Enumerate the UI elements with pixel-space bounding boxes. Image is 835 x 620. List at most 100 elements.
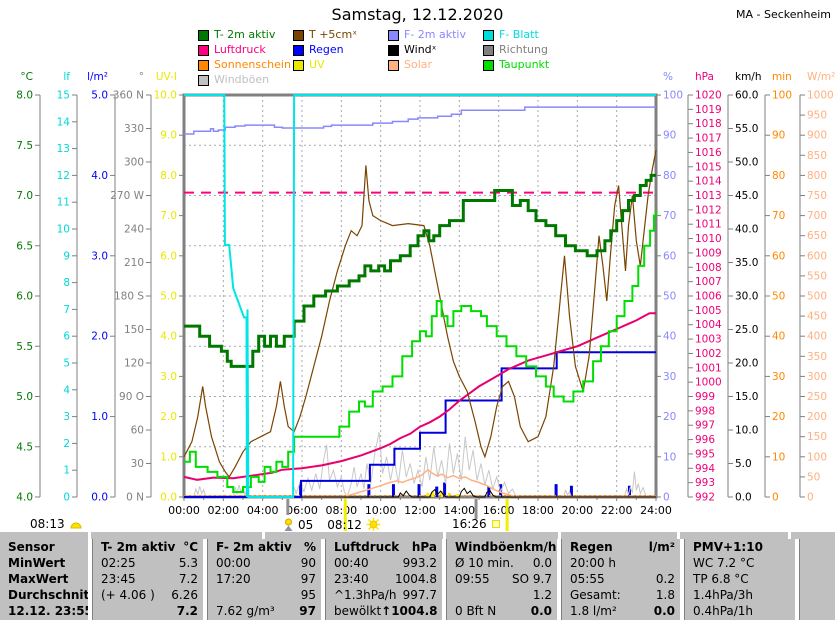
table-cell: 0.0 (530, 604, 552, 618)
table-row: 00:40 993.2 (326, 555, 442, 571)
axis-tick-label: 20 (663, 411, 676, 423)
legend-swatch-icon (483, 44, 494, 56)
table-row: 7.62 g/m³ 97 (208, 603, 321, 619)
table-cell: 00:00 (216, 556, 251, 570)
table-cell: 0.2 (655, 572, 675, 586)
axis-tick-label: 1014 (695, 176, 722, 188)
axis-tick-label: 60 (131, 425, 144, 437)
table-row: 02:25 5.3 (93, 555, 203, 571)
sunrise-time: 08:12 (327, 517, 362, 532)
legend-item-label: Regen (309, 43, 344, 56)
axis-tick-label: 450 (807, 311, 827, 323)
axis-tick-label: 50 (663, 291, 676, 303)
axis-tick-label: 1012 (695, 204, 722, 216)
legend-item-label: F- Blatt (499, 28, 539, 41)
table-cell: 5.3 (178, 556, 198, 570)
axis-unit-label: ° (139, 71, 144, 83)
legend-swatch-icon (388, 29, 399, 41)
axis-tick-label: 800 (807, 170, 827, 182)
table-cell: SO 9.7 (512, 572, 552, 586)
axis-tick-label: 150 (124, 324, 144, 336)
axis-tick-label: 400 (807, 331, 827, 343)
axis-tick-label: 90 O (119, 391, 144, 403)
table-row: 09:55 SO 9.7 (447, 571, 557, 587)
axis-tick-label: 950 (807, 110, 827, 122)
axis-tick-label: 6.0 (160, 250, 177, 262)
table-row: 7.2 (93, 603, 203, 619)
legend-item: Richtung (483, 44, 548, 56)
axis-tick-label: 1016 (695, 147, 722, 159)
axis-unit-label: hPa (695, 71, 714, 83)
table-cell: 90 (300, 556, 316, 570)
axis-tick-label: 0.0 (91, 492, 108, 504)
table-row: Ø 10 min. 0.0 (447, 555, 557, 571)
axis-tick-label: 1.0 (91, 411, 108, 423)
axis-tick-label: 1013 (695, 190, 722, 202)
table-row: 12.12. 23:55 (0, 603, 88, 619)
table-cell: 1.4hPa/3h (693, 588, 754, 602)
axis-tick-label: 300 (807, 371, 827, 383)
axis-tick-label: 0 (663, 492, 670, 504)
table-row: 0.4hPa/1h (685, 603, 795, 619)
table-cell: (+ 4.06 ) (101, 588, 155, 602)
table-row: 1.8 l/m² 0.0 (562, 603, 680, 619)
series-solar (184, 468, 656, 498)
rain-bar (487, 486, 491, 497)
axis-tick-label: 995 (695, 448, 715, 460)
series-regen (184, 351, 656, 498)
sunset-square-icon (491, 520, 500, 528)
axis-tick-label: 1000 (807, 90, 834, 102)
legend-item-label: Sonnenschein (214, 58, 291, 71)
sun-icon (366, 517, 381, 532)
axis-tick-label: 50 (772, 291, 785, 303)
legend-item: Taupunkt (483, 59, 549, 71)
axis-tick-label: 900 (807, 130, 827, 142)
axis-tick-label: 3.0 (91, 250, 108, 262)
axis-tick-label: 0 (772, 492, 779, 504)
table-row: Durchschnitt (0, 587, 88, 603)
axis-tick-label: 3 (63, 411, 70, 423)
axis-tick-label: 994 (695, 463, 715, 475)
axis-tick-label: 0 N (126, 492, 144, 504)
axis-tick-label: 50.0 (735, 157, 758, 169)
axis-tick-label: 9.0 (160, 130, 177, 142)
axis-tick-label: 997 (695, 420, 715, 432)
table-row: MaxWert (0, 571, 88, 587)
axis-tick-label: 8 (63, 277, 70, 289)
legend-swatch-icon (483, 59, 494, 71)
axis-tick-label: 40 (772, 331, 785, 343)
axis-tick-label: 7.5 (16, 140, 33, 152)
axis-tick-label: 270 W (110, 190, 144, 202)
sunrise-marker-label: 05 08:12 (283, 517, 381, 532)
x-axis-label: 22:00 (601, 504, 633, 517)
axis-tick-label: 90 (772, 130, 785, 142)
sunset-label: 16:26 (452, 517, 501, 531)
axis-tick-label: 8.0 (16, 90, 33, 102)
axis-tick-label: 8.0 (160, 170, 177, 182)
axis-tick-label: 90 (663, 130, 676, 142)
axis-tick-label: 30 (131, 458, 144, 470)
axis-tick-label: 60 (663, 250, 676, 262)
table-cell: 95 (300, 588, 316, 602)
axis-tick-label: 992 (695, 492, 715, 504)
axis-tick-label: 4 (63, 384, 70, 396)
table-cell: 993.2 (402, 556, 437, 570)
table-cell: 1.8 l/m² (570, 604, 617, 618)
axis-tick-label: 1006 (695, 291, 722, 303)
axis-tick-label: 6 (63, 331, 70, 343)
axis-tick-label: 1003 (695, 334, 722, 346)
table-cell: T- 2m aktiv (101, 540, 176, 554)
axis-tick-label: 9 (63, 250, 70, 262)
axis-tick-label: 0.0 (160, 492, 177, 504)
rain-bar (391, 484, 395, 497)
table-cell: Durchschnitt (8, 588, 88, 602)
table-row: 20:00 h (562, 555, 680, 571)
station-label: MA - Seckenheim (735, 8, 831, 21)
legend-item-label: T +5cmˣ (309, 28, 358, 41)
rain-bar (367, 484, 371, 497)
axis-tick-label: 250 (807, 391, 827, 403)
axis-tick-label: 10 (772, 451, 785, 463)
rain-bar (554, 484, 558, 497)
x-axis-label: 24:00 (640, 504, 672, 517)
